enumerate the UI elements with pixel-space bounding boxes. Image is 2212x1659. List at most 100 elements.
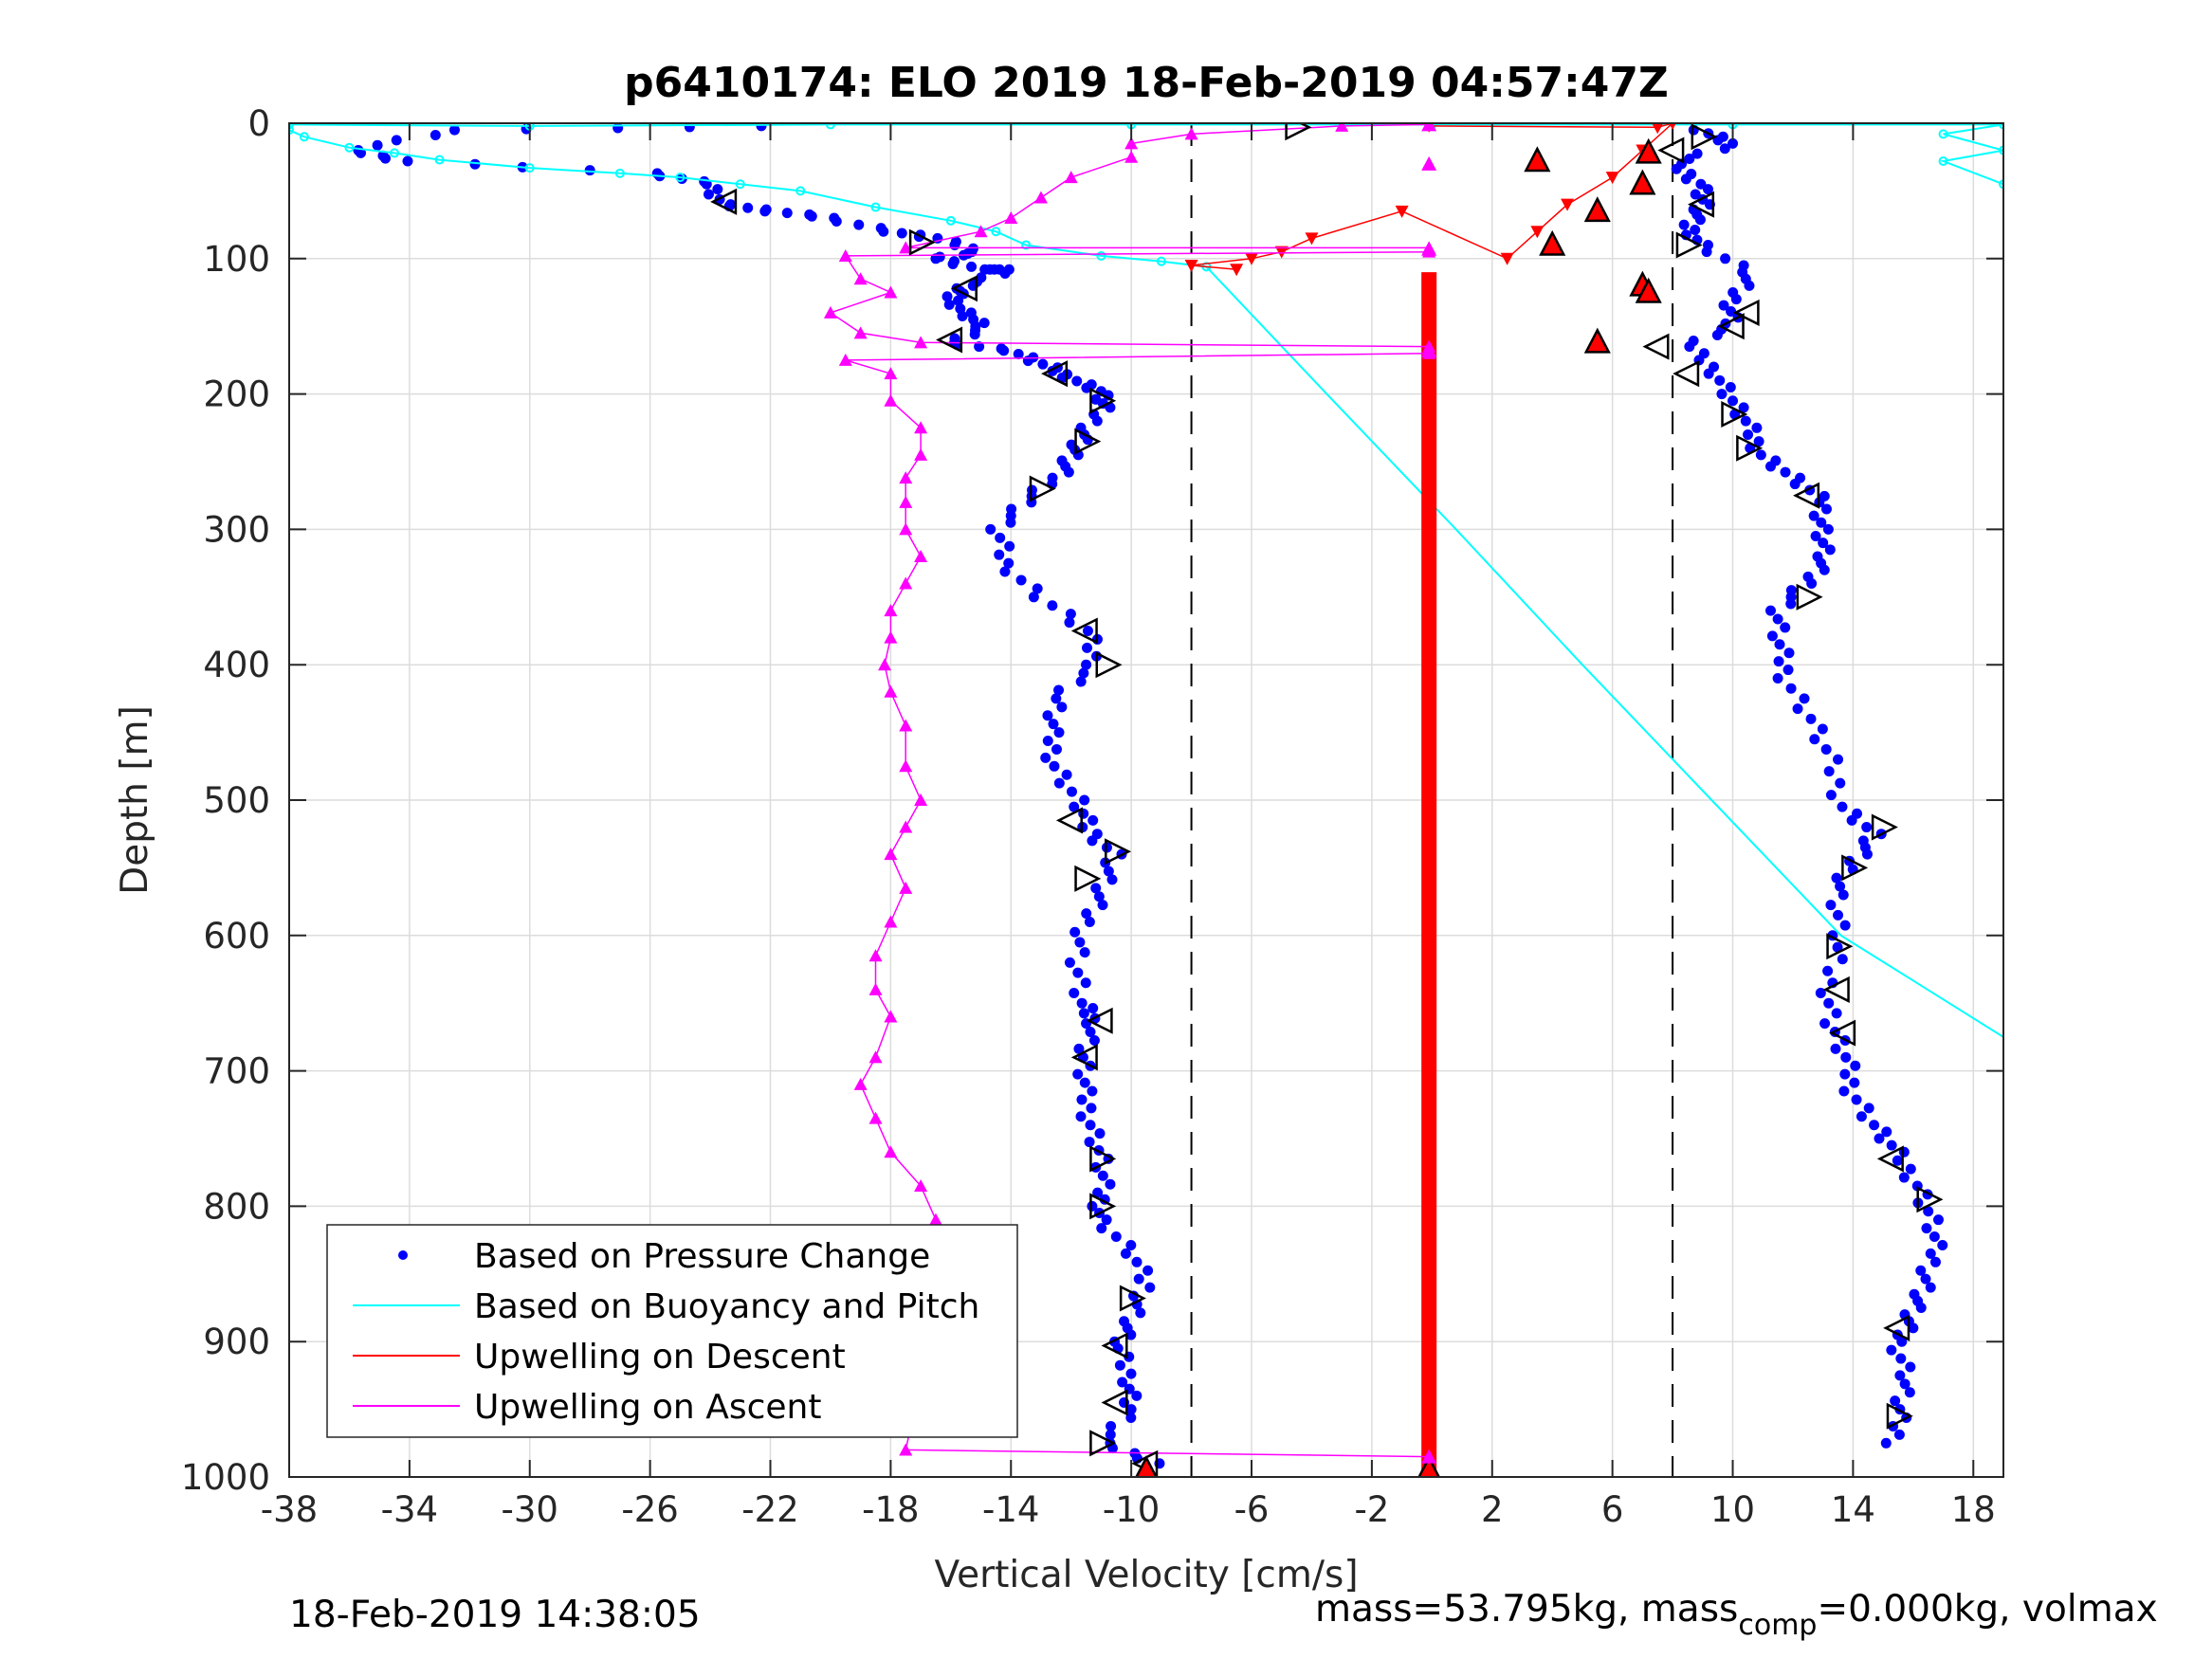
pressure-point [1069,987,1080,998]
pressure-point [943,299,955,310]
magenta-triangle-marker [1421,241,1437,256]
triangle-right-marker [1826,933,1854,960]
pressure-point [1896,1336,1908,1347]
pressure-point [878,226,889,237]
pressure-point [1832,941,1843,953]
pressure-point [1088,1034,1100,1046]
buoyancy-point [1096,250,1106,261]
triangle-left-marker [1101,1332,1128,1359]
triangle-right-marker [1871,813,1898,841]
y-tick-label: 400 [203,645,270,685]
pressure-point [1079,1077,1090,1088]
upwelling-ascent-marker [838,353,852,366]
x-tick-label: 10 [1710,1489,1755,1530]
pressure-point [1830,1043,1841,1054]
pressure-point [1880,1437,1892,1449]
triangle-left-marker [1822,975,1850,1003]
pressure-point [1022,356,1033,367]
pressure-point [1069,801,1080,812]
pressure-point [1861,848,1873,860]
upwelling-ascent-marker [884,393,898,407]
buoyancy-point [434,155,445,165]
triangle-right-marker [1285,123,1312,141]
pressure-point [1125,1413,1137,1424]
pressure-point [1078,667,1089,679]
pressure-point [1831,1008,1842,1019]
pressure-point [712,184,723,195]
pressure-point [759,206,771,217]
y-tick-label: 300 [203,509,270,550]
triangle-left-marker [1101,1389,1128,1416]
triangle-right-marker [1736,434,1764,462]
pressure-point [1849,1077,1860,1088]
x-tick-label: -34 [381,1489,438,1530]
pressure-point [1684,153,1695,164]
upwelling-ascent-marker [884,604,898,617]
upwelling-descent-marker [1245,252,1259,265]
pressure-point [806,210,817,222]
buoyancy-point [1938,155,1948,166]
pressure-point [372,139,383,151]
pressure-point [1680,173,1691,185]
upwelling-ascent-marker [868,949,883,962]
upwelling-ascent-marker [899,522,913,536]
upwelling-ascent-marker [899,241,913,254]
pressure-point [1837,889,1849,901]
pressure-point [1822,523,1834,535]
y-tick-label: 600 [203,916,270,957]
buoyancy-point [289,125,294,136]
legend-label-upwelling-descent: Upwelling on Descent [474,1338,846,1376]
pressure-point [1078,1008,1089,1019]
pressure-point [1886,1344,1897,1356]
pressure-point [930,253,941,264]
triangle-right-marker [1796,583,1823,611]
pressure-point [1684,341,1695,353]
upwelling-ascent-marker [1064,171,1078,184]
pressure-point [998,345,1010,356]
x-tick-label: -38 [261,1489,318,1530]
pressure-point [355,147,366,158]
pressure-point [1874,1133,1885,1144]
pressure-point [1085,1120,1096,1131]
pressure-point [1069,926,1081,938]
triangle-right-marker [1029,475,1056,502]
y-tick-label: 500 [203,780,270,821]
pressure-point [1714,374,1726,386]
pressure-point [1066,786,1077,797]
pressure-point [1869,1120,1880,1131]
pressure-point [969,329,980,340]
triangle-right-marker [1916,1186,1944,1213]
triangle-left-marker [1717,313,1745,340]
triangle-left-marker [936,326,963,354]
pressure-point [1851,1094,1862,1105]
pressure-point [1072,1068,1084,1080]
x-tick-label: -26 [621,1489,678,1530]
upwelling-ascent-marker [914,421,928,434]
legend-label-buoyancy: Based on Buoyancy and Pitch [474,1287,979,1326]
pressure-point [1831,872,1842,884]
pressure-point [1135,1307,1146,1319]
pressure-point [1810,531,1821,542]
upwelling-descent-marker [1184,259,1198,272]
triangle-right-marker [1105,838,1132,866]
upwelling-ascent-marker [884,915,898,928]
pressure-point [1084,917,1095,928]
pressure-point [1925,1282,1936,1293]
upwelling-ascent-marker [899,1443,913,1456]
upwelling-descent-marker [1561,198,1575,211]
triangle-right-marker [1886,1402,1913,1430]
pressure-point [1833,909,1844,921]
triangle-right-marker [1721,400,1748,428]
pressure-point [1092,1187,1104,1198]
pressure-point [1105,1178,1116,1190]
upwelling-ascent-marker [884,684,898,698]
triangle-left-marker [1642,333,1670,360]
pressure-point [1780,466,1791,478]
pressure-point [1120,1248,1131,1259]
pressure-point [1005,517,1016,528]
pressure-point [978,318,990,329]
triangle-left-marker [1086,1007,1113,1034]
triangle-left-marker [950,275,978,302]
pressure-point [1785,683,1797,694]
triangle-right-marker [1089,387,1117,414]
